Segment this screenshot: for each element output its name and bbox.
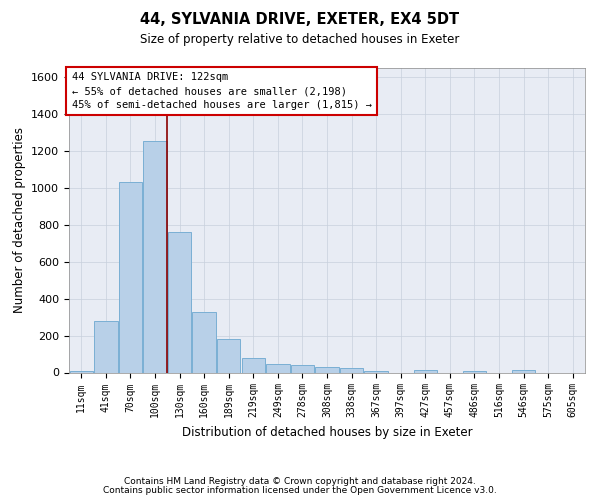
Bar [266,364,290,372]
Bar [512,370,535,372]
X-axis label: Distribution of detached houses by size in Exeter: Distribution of detached houses by size … [182,426,472,439]
Text: Contains HM Land Registry data © Crown copyright and database right 2024.: Contains HM Land Registry data © Crown c… [124,477,476,486]
Text: Size of property relative to detached houses in Exeter: Size of property relative to detached ho… [140,32,460,46]
Text: 44 SYLVANIA DRIVE: 122sqm
← 55% of detached houses are smaller (2,198)
45% of se: 44 SYLVANIA DRIVE: 122sqm ← 55% of detac… [71,72,371,110]
Bar [242,358,265,372]
Y-axis label: Number of detached properties: Number of detached properties [13,127,26,313]
Bar [413,370,437,372]
Bar [193,312,216,372]
Bar [70,370,93,372]
Bar [340,368,363,372]
Bar [463,370,486,372]
Bar [168,232,191,372]
Bar [94,320,118,372]
Bar [316,367,338,372]
Bar [291,366,314,372]
Bar [364,370,388,372]
Text: Contains public sector information licensed under the Open Government Licence v3: Contains public sector information licen… [103,486,497,495]
Bar [217,339,241,372]
Bar [143,142,167,372]
Text: 44, SYLVANIA DRIVE, EXETER, EX4 5DT: 44, SYLVANIA DRIVE, EXETER, EX4 5DT [140,12,460,28]
Bar [119,182,142,372]
